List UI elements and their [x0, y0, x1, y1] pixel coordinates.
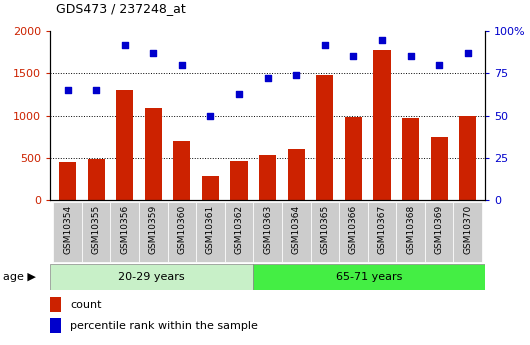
Bar	[139, 202, 167, 262]
Point	[378, 37, 386, 42]
Bar	[59, 162, 76, 200]
Bar	[345, 117, 362, 200]
Text: GSM10366: GSM10366	[349, 205, 358, 254]
Bar	[316, 75, 333, 200]
Text: GSM10355: GSM10355	[92, 205, 101, 254]
Text: 20-29 years: 20-29 years	[118, 272, 185, 282]
Bar	[339, 202, 368, 262]
Point	[263, 76, 272, 81]
Bar	[202, 176, 219, 200]
Point	[464, 50, 472, 56]
Text: age ▶: age ▶	[3, 272, 36, 282]
Bar	[110, 202, 139, 262]
Text: percentile rank within the sample: percentile rank within the sample	[70, 321, 258, 331]
Bar	[167, 202, 196, 262]
Bar	[259, 155, 276, 200]
Bar	[231, 161, 248, 200]
Point	[292, 72, 301, 78]
Point	[321, 42, 329, 47]
Bar	[253, 264, 485, 290]
Bar	[196, 202, 225, 262]
Bar	[116, 90, 133, 200]
Text: GSM10367: GSM10367	[377, 205, 386, 254]
Bar	[50, 318, 61, 333]
Text: GDS473 / 237248_at: GDS473 / 237248_at	[56, 2, 186, 16]
Text: GSM10356: GSM10356	[120, 205, 129, 254]
Text: 65-71 years: 65-71 years	[336, 272, 402, 282]
Text: GSM10368: GSM10368	[406, 205, 415, 254]
Bar	[396, 202, 425, 262]
Point	[206, 113, 215, 118]
Bar	[459, 116, 476, 200]
Text: GSM10369: GSM10369	[435, 205, 444, 254]
Text: GSM10365: GSM10365	[320, 205, 329, 254]
Point	[178, 62, 186, 68]
Bar	[402, 118, 419, 200]
Bar	[173, 141, 190, 200]
Bar	[374, 50, 391, 200]
Bar	[225, 202, 253, 262]
Text: GSM10360: GSM10360	[178, 205, 187, 254]
Bar	[253, 202, 282, 262]
Text: GSM10359: GSM10359	[149, 205, 158, 254]
Text: GSM10364: GSM10364	[292, 205, 301, 254]
Text: GSM10361: GSM10361	[206, 205, 215, 254]
Point	[63, 87, 72, 93]
Bar	[50, 297, 61, 312]
Bar	[425, 202, 454, 262]
Text: GSM10362: GSM10362	[235, 205, 244, 254]
Text: GSM10370: GSM10370	[463, 205, 472, 254]
Bar	[82, 202, 110, 262]
Point	[149, 50, 157, 56]
Bar	[368, 202, 396, 262]
Bar	[50, 264, 253, 290]
Bar	[311, 202, 339, 262]
Point	[435, 62, 444, 68]
Bar	[87, 159, 105, 200]
Text: GSM10354: GSM10354	[63, 205, 72, 254]
Point	[349, 54, 358, 59]
Bar	[430, 137, 448, 200]
Bar	[288, 149, 305, 200]
Bar	[53, 202, 82, 262]
Point	[120, 42, 129, 47]
Text: GSM10363: GSM10363	[263, 205, 272, 254]
Bar	[454, 202, 482, 262]
Bar	[145, 108, 162, 200]
Bar	[282, 202, 311, 262]
Text: count: count	[70, 300, 101, 310]
Point	[235, 91, 243, 96]
Point	[92, 87, 100, 93]
Point	[407, 54, 415, 59]
